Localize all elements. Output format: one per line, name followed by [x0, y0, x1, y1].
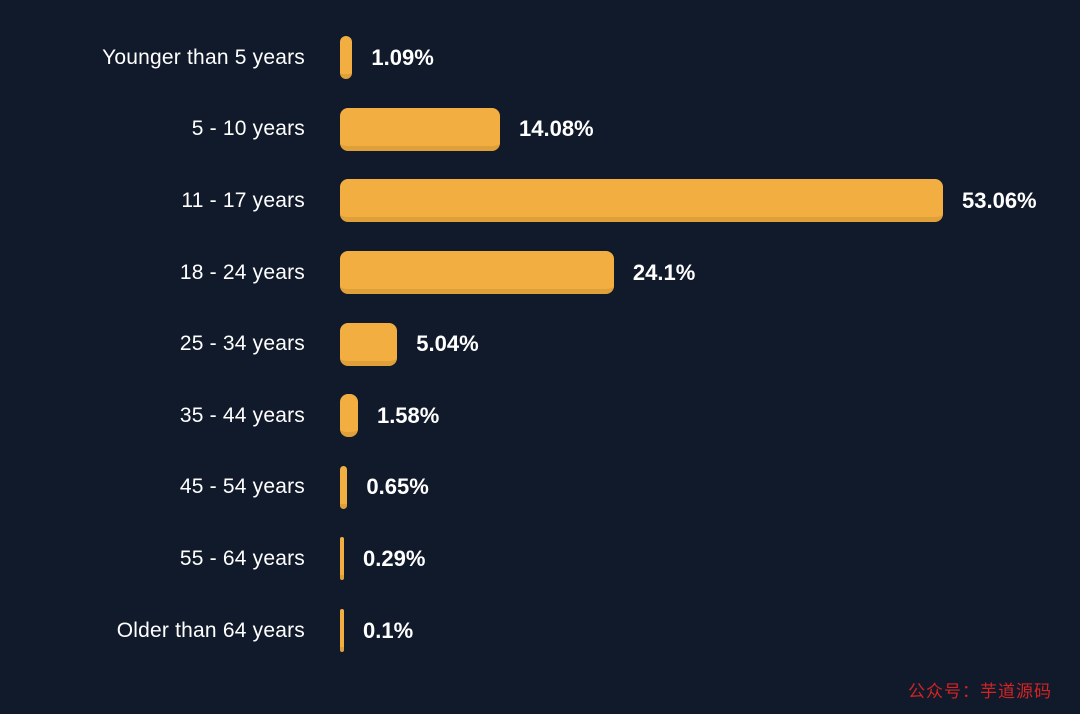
value-label: 53.06% [962, 187, 1037, 213]
bar-area: 14.08% [305, 107, 1080, 151]
chart-row: 35 - 44 years 1.58% [0, 380, 1080, 452]
bar-area: 0.65% [305, 465, 1080, 509]
chart-rows: Younger than 5 years 1.09% 5 - 10 years 14.… [0, 22, 1080, 666]
bar-area: 5.04% [305, 322, 1080, 366]
bar [340, 465, 348, 509]
bar [340, 36, 353, 80]
category-label: 11 - 17 years [181, 188, 305, 212]
bar [340, 179, 943, 223]
category-label: 45 - 54 years [179, 475, 305, 499]
value-label: 5.04% [416, 331, 479, 357]
chart-row: 55 - 64 years 0.29% [0, 523, 1080, 595]
category-label: 18 - 24 years [179, 260, 305, 284]
bar-area: 1.09% [305, 36, 1080, 80]
value-label: 0.1% [363, 617, 414, 643]
bar-area: 0.1% [305, 609, 1080, 653]
chart-row: 5 - 10 years 14.08% [0, 94, 1080, 166]
value-label: 1.09% [371, 44, 434, 70]
value-label: 0.29% [363, 545, 426, 571]
category-label: 35 - 44 years [179, 403, 305, 427]
chart-row: 18 - 24 years 24.1% [0, 237, 1080, 309]
bar [340, 251, 614, 295]
bar [340, 322, 398, 366]
chart-row: 11 - 17 years 53.06% [0, 165, 1080, 237]
value-label: 24.1% [632, 259, 696, 285]
chart-row: 45 - 54 years 0.65% [0, 452, 1080, 524]
chart-row: Older than 64 years 0.1% [0, 595, 1080, 667]
category-label: 55 - 64 years [179, 546, 305, 570]
category-label: Older than 64 years [116, 618, 305, 642]
category-label: Younger than 5 years [102, 45, 305, 69]
value-label: 0.65% [366, 474, 429, 500]
bar-area: 53.06% [305, 179, 1080, 223]
chart-row: 25 - 34 years 5.04% [0, 308, 1080, 380]
category-label: 25 - 34 years [179, 332, 305, 356]
bar [340, 537, 344, 581]
category-label: 5 - 10 years [191, 117, 305, 141]
value-label: 1.58% [376, 402, 440, 428]
bar-area: 1.58% [305, 394, 1080, 438]
value-label: 14.08% [519, 116, 594, 142]
bar [340, 609, 344, 653]
watermark-text: 公众号：芋道源码 [908, 682, 1052, 702]
chart-row: Younger than 5 years 1.09% [0, 22, 1080, 94]
bar [340, 394, 358, 438]
bar [340, 107, 500, 151]
bar-area: 0.29% [305, 537, 1080, 581]
bar-area: 24.1% [305, 251, 1080, 295]
